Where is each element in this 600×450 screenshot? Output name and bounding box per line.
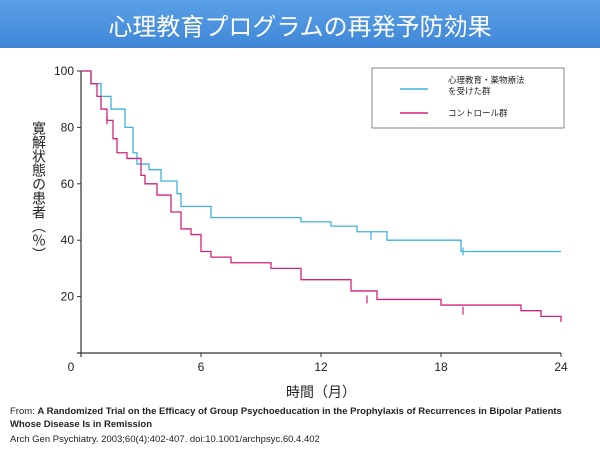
x-tick-label: 6 <box>198 360 205 374</box>
source-caption: From: A Randomized Trial on the Efficacy… <box>10 406 595 447</box>
series-line-2 <box>81 70 562 322</box>
x-tick-label: 24 <box>554 360 568 374</box>
legend-label-2: コントロール群 <box>448 108 508 119</box>
from-label: From: <box>10 406 35 417</box>
y-tick-label: 100 <box>54 64 74 78</box>
legend-label-1: 心理教育・薬物療法を受けた群 <box>448 75 525 97</box>
y-axis-label: 寛解状態の患者（％） <box>30 120 46 261</box>
article-reference: From: A Randomized Trial on the Efficacy… <box>10 406 595 431</box>
series-line-1 <box>81 70 561 253</box>
y-tick-label: 40 <box>61 233 75 247</box>
y-tick-label: 80 <box>61 120 75 134</box>
survival-chart: 20 40 60 80 100 0 6 12 18 24 時間（月） 寛解状態の患者（％） 心理教育・… <box>30 64 568 401</box>
citation: Arch Gen Psychiatry. 2003;60(4):402-407.… <box>10 434 320 445</box>
x-axis-label: 時間（月） <box>286 385 356 401</box>
x-tick-label: 12 <box>314 360 328 374</box>
x-tick-label: 18 <box>434 360 448 374</box>
y-tick-label: 60 <box>61 177 75 191</box>
title-banner: 心理教育プログラムの再発予防効果 <box>0 0 600 48</box>
article-title: A Randomized Trial on the Efficacy of Gr… <box>10 406 562 430</box>
y-tick-label: 20 <box>61 290 75 304</box>
legend-box <box>371 67 565 129</box>
chart-title: 心理教育プログラムの再発予防効果 <box>108 12 492 41</box>
x-tick-label: 0 <box>68 360 75 374</box>
